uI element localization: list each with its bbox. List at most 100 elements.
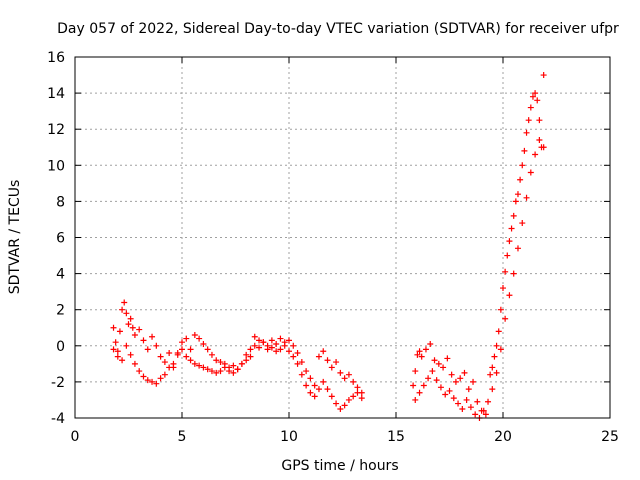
- data-point: [200, 364, 207, 371]
- data-point: [523, 194, 530, 201]
- data-point: [123, 342, 130, 349]
- data-point: [324, 386, 331, 393]
- data-point: [170, 360, 177, 367]
- data-point: [529, 93, 536, 100]
- data-point: [433, 377, 440, 384]
- data-point: [444, 355, 451, 362]
- chart-title: Day 057 of 2022, Sidereal Day-to-day VTE…: [57, 21, 619, 37]
- data-point: [298, 371, 305, 378]
- data-point: [174, 350, 181, 357]
- data-point: [183, 353, 190, 360]
- data-point: [191, 360, 198, 367]
- data-point: [307, 375, 314, 382]
- data-point: [412, 368, 419, 375]
- data-point: [136, 368, 143, 375]
- data-point: [425, 375, 432, 382]
- data-point: [303, 368, 310, 375]
- x-tick-label: 20: [494, 429, 512, 445]
- data-point: [121, 299, 128, 306]
- data-point: [525, 117, 532, 124]
- data-point: [234, 366, 241, 373]
- data-point: [290, 353, 297, 360]
- data-point: [149, 378, 156, 385]
- data-point: [140, 373, 147, 380]
- data-point: [337, 405, 344, 412]
- data-point: [110, 324, 117, 331]
- data-point: [493, 369, 500, 376]
- data-point: [315, 353, 322, 360]
- data-point: [277, 346, 284, 353]
- data-point: [149, 333, 156, 340]
- data-point: [183, 335, 190, 342]
- data-point: [508, 225, 515, 232]
- data-point: [521, 147, 528, 154]
- data-point: [446, 387, 453, 394]
- data-point: [320, 348, 327, 355]
- data-point: [333, 359, 340, 366]
- axis-ticks: 0 5 10 15 20 25 -4 -2 0 2 4 6 8 10 12 14 16: [47, 50, 619, 445]
- data-point: [512, 198, 519, 205]
- data-point: [119, 357, 126, 364]
- data-point: [482, 411, 489, 418]
- data-point: [311, 393, 318, 400]
- data-point: [303, 382, 310, 389]
- data-point: [457, 375, 464, 382]
- data-point: [230, 362, 237, 369]
- y-axis-label: SDTVAR / TECUs: [7, 180, 23, 295]
- data-point: [491, 353, 498, 360]
- data-point: [179, 346, 185, 353]
- data-point: [191, 331, 198, 338]
- data-point: [298, 359, 305, 366]
- data-point: [114, 348, 121, 355]
- data-point: [281, 342, 288, 349]
- data-point: [489, 386, 496, 393]
- data-point: [221, 364, 228, 371]
- data-point: [467, 404, 474, 411]
- data-point: [140, 337, 147, 344]
- data-point: [459, 405, 466, 412]
- data-point: [437, 384, 444, 391]
- data-point: [420, 382, 427, 389]
- data-point: [251, 333, 258, 340]
- data-point: [208, 368, 215, 375]
- data-point: [129, 324, 136, 331]
- data-point: [256, 337, 263, 344]
- data-point: [157, 353, 164, 360]
- data-point: [416, 348, 423, 355]
- data-point: [213, 369, 220, 376]
- y-tick-label: 6: [56, 231, 65, 247]
- data-point: [131, 360, 138, 367]
- data-point: [238, 360, 245, 367]
- data-point: [500, 285, 506, 292]
- data-point: [536, 117, 543, 124]
- data-point: [217, 359, 224, 366]
- data-point: [502, 315, 509, 322]
- data-point: [440, 364, 447, 371]
- data-point: [337, 369, 344, 376]
- data-point: [427, 340, 434, 347]
- data-point: [495, 328, 502, 335]
- data-point: [264, 346, 271, 353]
- data-point: [290, 342, 297, 349]
- data-point: [247, 346, 254, 353]
- data-point: [345, 396, 352, 403]
- y-tick-label: -4: [51, 411, 65, 427]
- data-point: [123, 310, 130, 317]
- data-point: [294, 350, 301, 357]
- data-point: [127, 351, 134, 358]
- x-tick-label: 10: [280, 429, 298, 445]
- data-point: [251, 342, 258, 349]
- data-point: [431, 357, 438, 364]
- data-point: [514, 245, 521, 252]
- data-point: [125, 321, 132, 328]
- data-point: [307, 389, 314, 396]
- data-point: [324, 357, 331, 364]
- data-point: [463, 396, 470, 403]
- data-point: [256, 344, 263, 351]
- data-point: [131, 331, 138, 338]
- data-point: [354, 389, 361, 396]
- data-point: [517, 176, 524, 183]
- data-point: [213, 357, 220, 364]
- data-point: [315, 386, 322, 393]
- data-point: [230, 369, 237, 376]
